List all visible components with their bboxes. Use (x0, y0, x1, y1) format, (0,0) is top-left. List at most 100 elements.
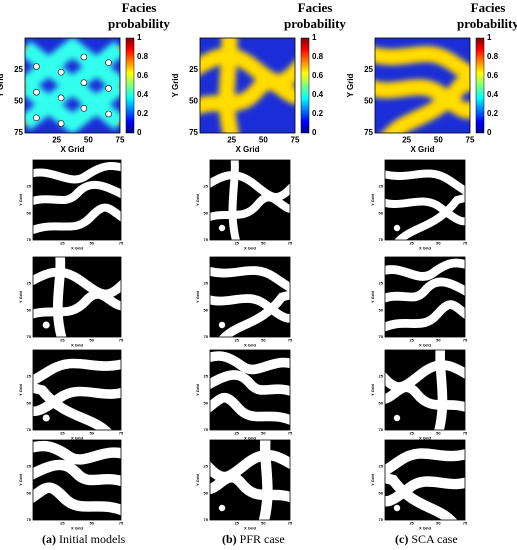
x-tick-label: 75 (463, 521, 468, 526)
x-tick-label: 50 (259, 135, 268, 144)
y-tick-label: 25 (379, 184, 384, 189)
channel (210, 351, 290, 375)
well (57, 94, 65, 102)
well (80, 79, 88, 86)
heat-glow-shape (25, 38, 120, 133)
plot-frame (209, 256, 291, 338)
x-tick-label: 25 (402, 135, 411, 144)
y-tick-label: 25 (27, 184, 32, 189)
x-tick-label: 50 (436, 431, 441, 436)
channel (385, 472, 458, 520)
x-tick-label: 50 (84, 135, 93, 144)
colorbar-tick-label: 0 (312, 128, 317, 137)
y-tick-label: 25 (27, 281, 32, 286)
facies-channels (33, 162, 121, 235)
y-axis-label: Y Grid (18, 193, 23, 205)
plot-frame (209, 159, 291, 241)
colorbar-tick-label: 0.4 (487, 90, 499, 99)
colorbar-tick-label: 0.4 (312, 90, 324, 99)
x-axis-label: X Grid (71, 342, 84, 347)
facies-channels (385, 350, 465, 430)
y-tick-label: 25 (379, 464, 384, 469)
facies-channels (385, 448, 465, 520)
colorbar-tick-label: 0.2 (312, 109, 324, 118)
channel (33, 386, 121, 416)
colorbar-tick-label: 0.2 (137, 109, 149, 118)
y-tick-label: 50 (189, 96, 198, 105)
y-tick-label: 50 (204, 490, 209, 495)
y-axis-label: Y Grid (195, 290, 200, 302)
y-tick-label: 75 (27, 334, 32, 339)
well (33, 63, 40, 70)
x-tick-label: 50 (261, 241, 266, 246)
colorbar-tick-label: 1 (137, 33, 142, 42)
y-tick-label: 50 (204, 307, 209, 312)
colorbar-tick-label: 0.6 (312, 71, 324, 80)
well (57, 68, 65, 76)
x-tick-label: 25 (227, 135, 236, 144)
y-tick-label: 75 (204, 427, 209, 432)
channel (394, 193, 465, 240)
y-axis-label: Y Grid (18, 473, 23, 485)
channel (33, 383, 112, 430)
y-axis-label: Y Grid (18, 383, 23, 395)
y-axis-label: Y Grid (370, 383, 375, 395)
glow (381, 74, 470, 133)
channel (33, 459, 121, 487)
plot-frame (24, 37, 121, 134)
channel (385, 476, 465, 507)
x-tick-label: 50 (436, 521, 441, 526)
x-axis-label: X Grid (244, 525, 257, 530)
colorbar (475, 37, 485, 134)
caption-label: (a) (42, 532, 56, 546)
colorbar (300, 37, 310, 134)
x-tick-label: 25 (52, 135, 61, 144)
colorbar-title: Facies probability (284, 0, 346, 31)
x-tick-label: 50 (436, 338, 441, 343)
patch (393, 504, 401, 512)
plot-area (385, 257, 465, 337)
x-axis-label: X Grid (235, 145, 259, 154)
caption: (a) Initial models (42, 532, 125, 547)
x-tick-label: 25 (234, 241, 239, 246)
x-tick-label: 25 (60, 338, 65, 343)
caption-label: (c) (395, 532, 409, 546)
well (33, 88, 40, 96)
facies-channels (33, 358, 121, 430)
x-tick-label: 25 (234, 431, 239, 436)
plot-area (210, 160, 290, 240)
x-tick-label: 75 (119, 431, 124, 436)
channel (385, 197, 465, 226)
x-axis-label: X Grid (244, 435, 257, 440)
plot-area (33, 440, 121, 520)
y-tick-label: 75 (379, 334, 384, 339)
heat-glow (200, 38, 295, 133)
x-tick-label: 75 (119, 521, 124, 526)
plot-frame (199, 37, 296, 134)
colorbar-tick-label: 0.8 (312, 52, 324, 61)
y-tick-label: 50 (27, 400, 32, 405)
plot-area (385, 350, 465, 430)
x-tick-label: 75 (288, 338, 293, 343)
x-tick-label: 50 (261, 338, 266, 343)
glow (200, 74, 295, 115)
channel (385, 169, 465, 195)
caption-text: PFR case (239, 532, 285, 546)
y-tick-label: 75 (379, 427, 384, 432)
heat-glow-shape (200, 38, 295, 133)
colorbar-tick-label: 1 (487, 33, 492, 42)
y-tick-label: 50 (14, 96, 23, 105)
x-tick-label: 25 (234, 338, 239, 343)
patch (218, 321, 226, 329)
plot-frame (32, 159, 122, 241)
y-axis-label: Y Grid (195, 383, 200, 395)
well (105, 59, 112, 67)
patch (218, 224, 226, 232)
x-tick-label: 25 (60, 241, 65, 246)
y-axis-label: Y Grid (195, 193, 200, 205)
patch (393, 414, 401, 422)
colorbar-tick-label: 0.6 (137, 71, 149, 80)
x-tick-label: 75 (288, 241, 293, 246)
caption: (c) SCA case (395, 532, 458, 547)
